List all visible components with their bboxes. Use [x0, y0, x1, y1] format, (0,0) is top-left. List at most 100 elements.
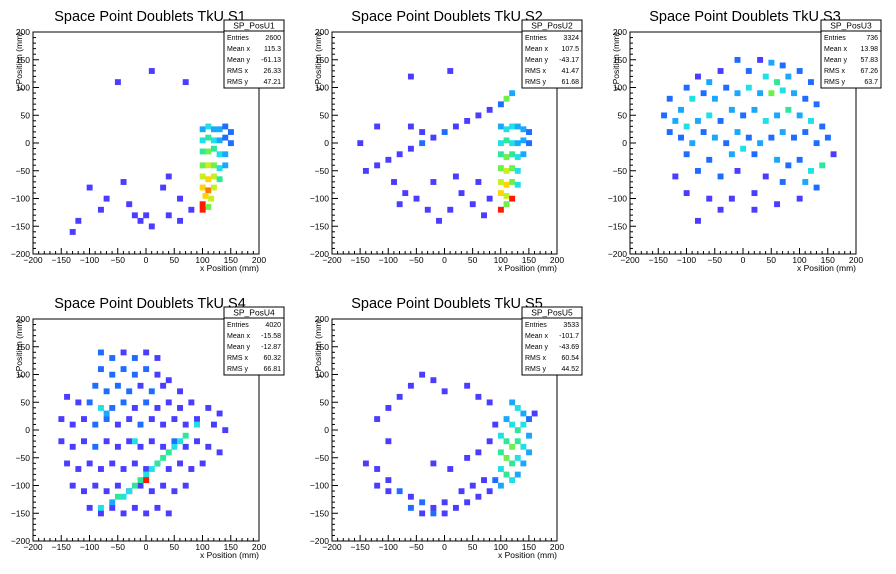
histogram-bin: [711, 95, 718, 102]
histogram-bin: [210, 145, 217, 152]
histogram-bin: [69, 482, 76, 489]
histogram-bin: [514, 123, 521, 130]
y-tick-label: 0: [324, 425, 329, 435]
histogram-bin: [199, 201, 206, 208]
histogram-bin: [424, 206, 431, 213]
histogram-bin: [92, 482, 99, 489]
histogram-bin: [497, 206, 504, 213]
histogram-bin: [503, 181, 510, 188]
stats-value: 67.26: [860, 68, 878, 75]
histogram-bin: [81, 438, 87, 445]
histogram-bin: [796, 156, 803, 163]
histogram-bin: [475, 493, 482, 500]
y-tick-label: −100: [608, 194, 627, 204]
histogram-bin: [154, 371, 161, 378]
histogram-bin: [683, 151, 690, 158]
histogram-bin: [160, 382, 167, 389]
y-tick-label: −100: [310, 481, 329, 491]
stats-name: SP_PosU2: [531, 21, 573, 31]
histogram-bin: [97, 466, 104, 472]
histogram-bin: [796, 112, 803, 119]
histogram-bin: [199, 162, 206, 169]
y-tick-label: 100: [315, 370, 329, 380]
histogram-bin: [216, 176, 223, 183]
histogram-bin: [791, 134, 797, 141]
histogram-bin: [374, 123, 381, 130]
histogram-bin: [514, 471, 521, 478]
histogram-panel-5: Space Point Doublets TkU S5−200 −150 −100−…: [310, 296, 583, 560]
histogram-bin: [520, 421, 527, 428]
x-axis-label: x Position (mm): [797, 263, 856, 273]
histogram-bin: [486, 195, 493, 202]
histogram-bin: [661, 112, 668, 119]
histogram-bin: [188, 399, 195, 406]
histogram-bin: [447, 68, 454, 74]
histogram-bin: [520, 460, 527, 467]
histogram-bin: [436, 217, 442, 224]
histogram-bin: [109, 405, 116, 411]
histogram-bin: [464, 382, 471, 389]
histogram-bin: [475, 179, 482, 185]
histogram-bin: [126, 488, 133, 495]
histogram-bin: [143, 510, 150, 517]
histogram-bin: [469, 201, 476, 208]
histogram-bin: [137, 217, 144, 224]
histogram-bin: [160, 443, 167, 450]
histogram-bin: [120, 399, 127, 406]
x-tick-label: 0: [144, 255, 149, 265]
histogram-bin: [177, 195, 184, 202]
histogram-bin: [683, 84, 690, 91]
histogram-bin: [92, 382, 99, 389]
y-tick-label: 200: [315, 314, 329, 324]
histogram-bin: [447, 206, 454, 213]
histogram-bin: [103, 195, 110, 202]
histogram-bin: [802, 129, 809, 135]
histogram-bin: [143, 466, 150, 472]
histogram-bin: [503, 167, 510, 174]
stats-key: Mean x: [525, 46, 548, 53]
histogram-bin: [148, 68, 155, 74]
histogram-bin: [779, 179, 786, 185]
histogram-bin: [762, 118, 769, 124]
histogram-bin: [503, 126, 510, 133]
histogram-bin: [396, 151, 403, 158]
x-tick-label: 150: [522, 255, 536, 265]
histogram-bin: [486, 438, 493, 445]
histogram-bin: [199, 206, 206, 213]
histogram-bin: [407, 123, 414, 130]
stats-key: Mean y: [824, 57, 847, 64]
histogram-bin: [666, 129, 673, 135]
histogram-bin: [486, 399, 493, 406]
histogram-bin: [807, 118, 814, 124]
histogram-bin: [802, 179, 809, 185]
histogram-bin: [723, 140, 730, 147]
histogram-bin: [154, 504, 161, 511]
histogram-bin: [464, 454, 471, 461]
x-axis-label: x Position (mm): [498, 263, 557, 273]
histogram-bin: [813, 101, 820, 108]
histogram-bin: [160, 454, 167, 461]
histogram-bin: [757, 90, 764, 97]
histogram-bin: [407, 145, 414, 152]
histogram-bin: [509, 165, 516, 172]
stats-key: Mean x: [227, 46, 250, 53]
histogram-bin: [497, 482, 504, 489]
x-tick-label: 150: [224, 255, 238, 265]
stats-key: Entries: [525, 322, 547, 329]
histogram-bin: [374, 482, 381, 489]
histogram-bin: [216, 126, 223, 133]
x-tick-label: −50: [111, 255, 126, 265]
histogram-bin: [452, 173, 459, 180]
y-tick-label: −150: [310, 508, 329, 518]
histogram-bin: [357, 140, 364, 147]
histogram-bin: [69, 443, 76, 450]
histogram-bin: [520, 410, 527, 417]
histogram-bin: [165, 449, 172, 456]
histogram-bin: [210, 421, 217, 428]
y-tick-label: 0: [25, 425, 30, 435]
histogram-bin: [475, 112, 482, 119]
histogram-bin: [114, 443, 121, 450]
histogram-bin: [81, 416, 87, 422]
histogram-bin: [464, 499, 471, 506]
histogram-bin: [109, 460, 116, 467]
